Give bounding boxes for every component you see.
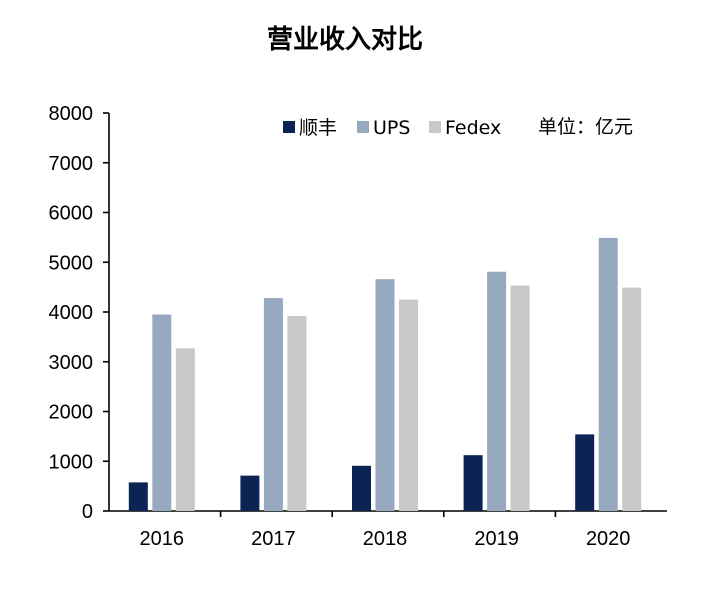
legend-swatch-顺丰 (283, 121, 295, 133)
y-tick-label: 1000 (49, 451, 94, 473)
chart-title: 营业收入对比 (267, 25, 423, 55)
legend-label-UPS: UPS (373, 117, 410, 139)
y-tick-label: 3000 (49, 352, 94, 374)
legend: 顺丰 UPS Fedex (283, 117, 501, 139)
bar-UPS-2020 (598, 237, 618, 511)
bar-顺丰-2019 (463, 455, 483, 511)
legend-swatch-UPS (357, 121, 369, 133)
x-tick-label: 2018 (363, 528, 408, 550)
bar-Fedex-2020 (622, 287, 642, 511)
bar-顺丰-2017 (240, 475, 260, 511)
x-tick-label: 2016 (140, 528, 185, 550)
bar-Fedex-2016 (175, 348, 195, 511)
x-axis: 2016 2017 2018 2019 2020 (109, 510, 667, 550)
y-tick-label: 6000 (49, 203, 94, 225)
legend-label-顺丰: 顺丰 (299, 117, 337, 139)
y-tick-label: 8000 (49, 103, 94, 125)
bar-顺丰-2016 (128, 482, 148, 511)
bar-UPS-2018 (375, 279, 395, 511)
bar-顺丰-2020 (575, 434, 595, 511)
bar-UPS-2017 (263, 298, 283, 511)
x-tick-label: 2019 (474, 528, 519, 550)
y-tick-label: 4000 (49, 302, 94, 324)
bar-Fedex-2018 (399, 299, 418, 511)
legend-swatch-Fedex (429, 121, 441, 133)
bar-顺丰-2018 (352, 465, 371, 511)
bar-UPS-2019 (487, 271, 507, 511)
y-tick-label: 2000 (49, 402, 94, 424)
y-tick-label: 7000 (49, 153, 94, 175)
bar-Fedex-2019 (510, 285, 530, 511)
y-tick-label: 5000 (49, 252, 94, 274)
x-tick-label: 2017 (251, 528, 296, 550)
bars (128, 237, 642, 511)
bar-UPS-2016 (152, 314, 172, 511)
y-axis: 0 1000 2000 3000 4000 5000 6000 7000 8000 (49, 103, 110, 523)
unit-note: 单位：亿元 (538, 116, 633, 138)
x-tick-label: 2020 (586, 528, 631, 550)
bar-Fedex-2017 (287, 315, 307, 511)
legend-label-Fedex: Fedex (445, 117, 501, 139)
y-tick-label: 0 (82, 501, 93, 523)
